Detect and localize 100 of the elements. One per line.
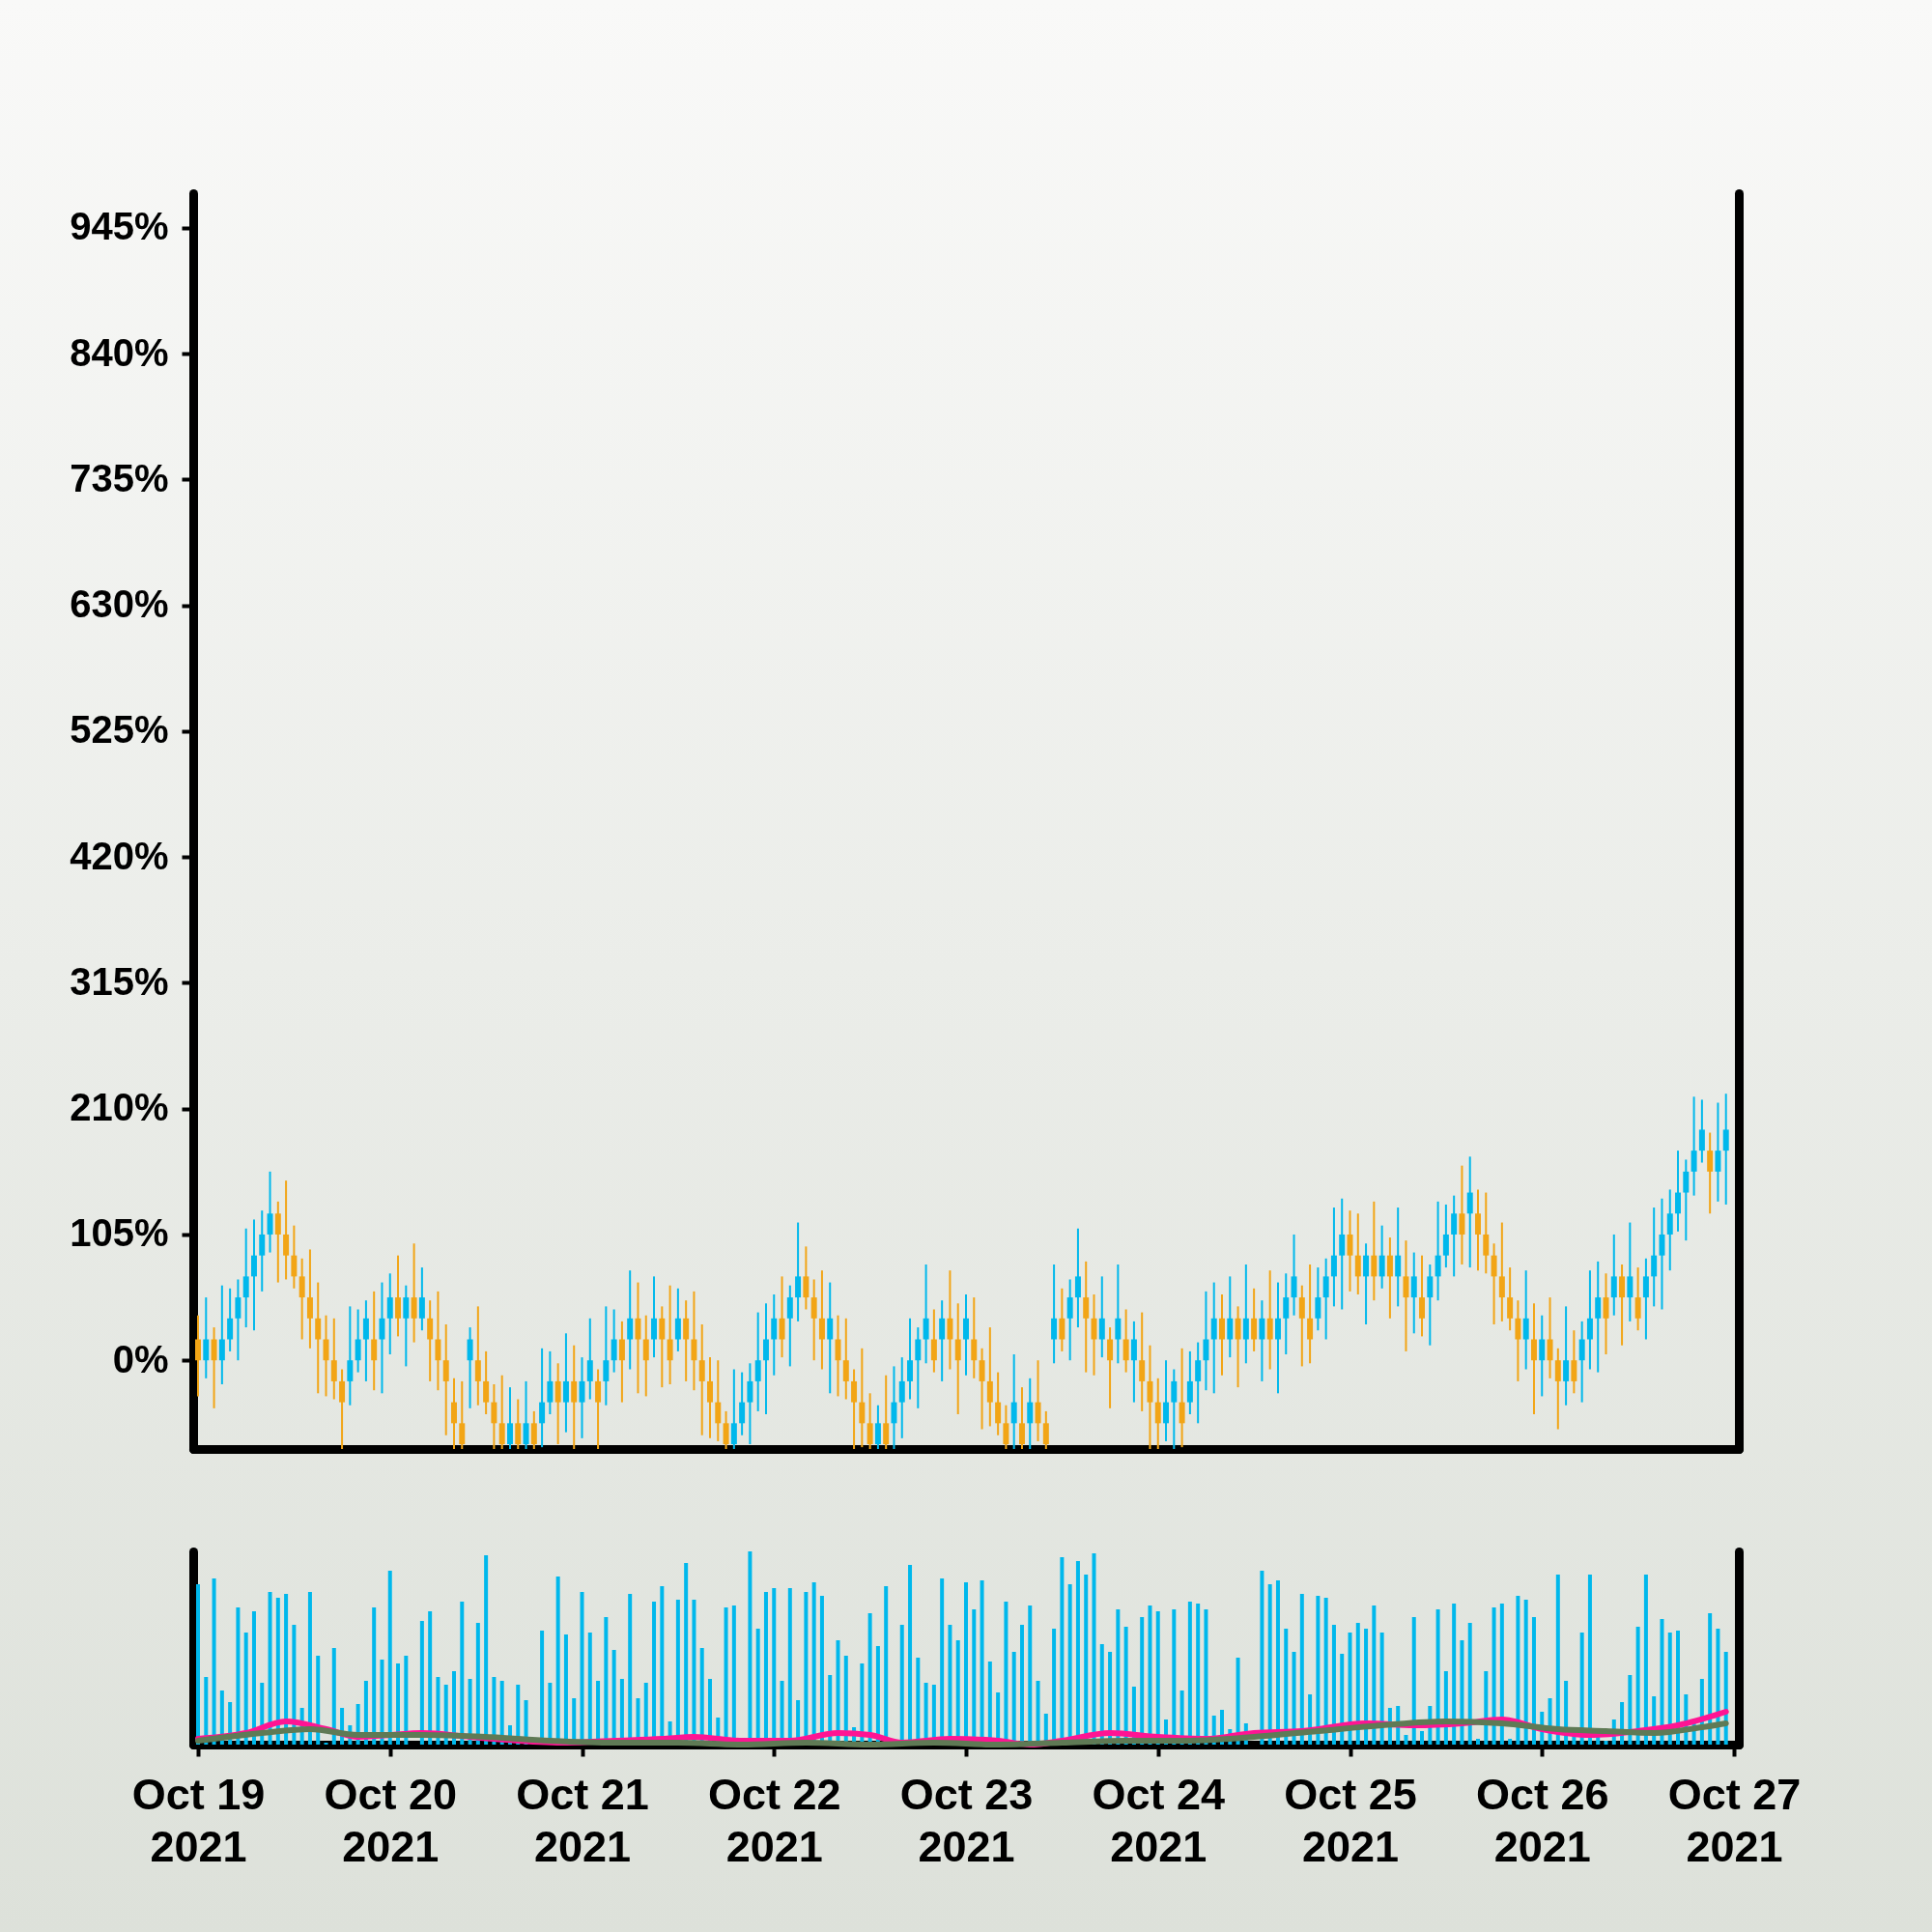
candlestick: [595, 1368, 602, 1450]
candlestick: [227, 1287, 234, 1352]
bar: [1435, 1609, 1440, 1745]
candlestick: [827, 1281, 834, 1395]
y-tick-label: 0%: [112, 1337, 169, 1380]
candlestick: [1298, 1284, 1305, 1368]
candlestick: [1571, 1329, 1577, 1395]
bar: [307, 1592, 312, 1745]
bar: [1348, 1633, 1352, 1745]
candlestick: [786, 1284, 793, 1368]
candlestick: [986, 1326, 993, 1428]
bar: [1604, 1741, 1608, 1745]
candlestick: [874, 1404, 881, 1450]
candlestick: [1122, 1308, 1129, 1374]
candlestick: [1091, 1293, 1097, 1377]
y-tick-label: 735%: [70, 456, 169, 499]
bar: [1292, 1652, 1296, 1745]
candlestick: [1154, 1377, 1161, 1450]
bar: [1660, 1619, 1664, 1745]
candlestick: [1027, 1377, 1034, 1450]
bar: [1516, 1596, 1520, 1745]
candlestick: [1547, 1296, 1553, 1379]
candlestick: [1507, 1266, 1514, 1332]
candlestick: [323, 1314, 329, 1398]
bar: [284, 1594, 289, 1745]
candlestick: [523, 1379, 529, 1450]
candlestick: [1715, 1101, 1721, 1203]
x-tick-label: Oct 26 2021: [1475, 1769, 1609, 1871]
bar: [251, 1611, 256, 1745]
candlestick: [1634, 1266, 1641, 1332]
bar: [1236, 1658, 1240, 1745]
bar: [1355, 1623, 1360, 1745]
candlestick: [498, 1374, 505, 1450]
candlestick: [1666, 1188, 1673, 1272]
candlestick: [1163, 1359, 1170, 1442]
candlestick: [267, 1170, 273, 1254]
candlestick: [1483, 1191, 1490, 1275]
candlestick: [1378, 1224, 1385, 1290]
candlestick: [762, 1302, 769, 1416]
bar: [1452, 1604, 1457, 1745]
candlestick: [683, 1299, 690, 1382]
candlestick: [562, 1332, 569, 1434]
candlestick: [779, 1275, 785, 1359]
bar: [1187, 1602, 1192, 1745]
candlestick: [698, 1322, 705, 1436]
candlestick: [339, 1368, 346, 1450]
candlestick: [754, 1311, 761, 1412]
candlestick: [1595, 1260, 1602, 1374]
candlestick: [1219, 1293, 1225, 1377]
bar: [243, 1633, 248, 1745]
bar: [1476, 1739, 1480, 1745]
candlestick: [291, 1224, 298, 1290]
candlestick: [1354, 1212, 1361, 1295]
candlestick: [1042, 1409, 1049, 1450]
candlestick: [1410, 1251, 1417, 1335]
candlestick: [1210, 1281, 1217, 1395]
candlestick: [1051, 1263, 1058, 1365]
candlestick: [547, 1350, 554, 1416]
candlestick: [1442, 1203, 1449, 1269]
x-tick-label: Oct 20 2021: [324, 1769, 458, 1871]
candlestick: [1651, 1207, 1658, 1308]
bar: [1467, 1623, 1472, 1745]
candlestick: [418, 1266, 425, 1332]
candlestick: [851, 1368, 858, 1450]
candlestick: [235, 1278, 242, 1362]
candlestick: [1586, 1269, 1593, 1371]
candlestick: [1459, 1164, 1465, 1265]
candlestick: [467, 1326, 473, 1409]
candlestick: [1435, 1200, 1441, 1302]
bar: [428, 1611, 433, 1745]
candlestick: [674, 1287, 681, 1352]
candlestick: [1322, 1257, 1329, 1341]
candlestick: [1515, 1299, 1521, 1382]
candlestick: [635, 1281, 641, 1395]
bar: [1508, 1739, 1513, 1745]
candlestick: [1403, 1239, 1409, 1352]
candlestick: [259, 1209, 266, 1293]
bar: [484, 1555, 489, 1745]
y-tick-label: 630%: [70, 582, 169, 626]
candlestick: [947, 1269, 953, 1371]
candlestick: [739, 1371, 746, 1436]
bar: [236, 1607, 241, 1745]
candlestick: [715, 1359, 722, 1442]
bar: [1260, 1571, 1264, 1745]
candlestick: [1059, 1287, 1065, 1352]
candlestick: [707, 1356, 713, 1439]
candlestick: [1530, 1302, 1537, 1416]
candlestick: [451, 1377, 457, 1450]
candlestick: [1066, 1278, 1073, 1362]
bar: [1379, 1633, 1384, 1745]
candlestick: [1451, 1194, 1458, 1278]
candlestick: [379, 1281, 385, 1395]
bar: [387, 1571, 392, 1745]
candlestick: [1578, 1320, 1585, 1404]
bar: [436, 1677, 440, 1745]
candlestick: [818, 1269, 825, 1371]
candlestick: [579, 1356, 585, 1439]
candlestick: [1690, 1095, 1697, 1197]
candlestick: [1179, 1347, 1185, 1449]
bar: [396, 1663, 401, 1745]
